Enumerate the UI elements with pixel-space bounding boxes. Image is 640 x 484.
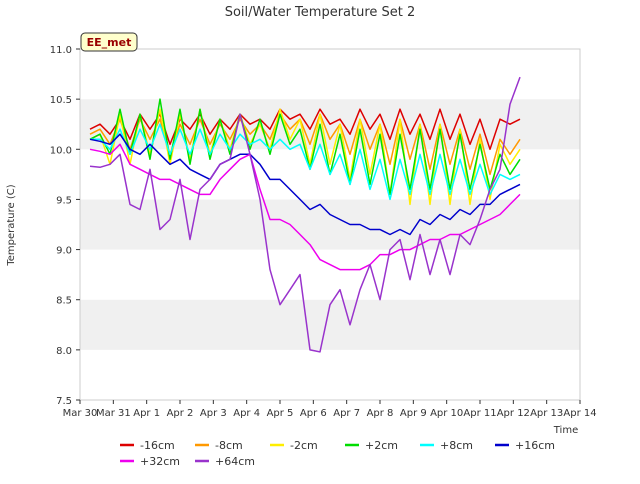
x-tick-label: Apr 2 [167,408,194,419]
grid-band [80,349,580,400]
y-tick-label: 9.5 [56,195,72,206]
chart-title: Soil/Water Temperature Set 2 [225,5,416,20]
plot-bands [80,49,580,400]
plot-frame [79,48,581,401]
x-tick-label: Apr 5 [267,408,294,419]
x-tick-label: Apr 13 [530,408,563,419]
grid-band [80,199,580,250]
series-line-minus-8cm [89,113,521,176]
station-badge-box [80,32,138,52]
legend-label: -16cm [140,439,175,452]
y-axis-ticks: 7.5 8.0 8.5 9.0 9.5 10.0 10.5 11.0 [50,45,80,407]
legend-label: -2cm [290,439,318,452]
grid-band [80,249,580,300]
series-line-plusminus-16cm [89,133,521,236]
x-tick-label: Apr 4 [233,408,260,419]
y-tick-label: 8.0 [56,346,72,357]
x-tick-label: Apr 14 [563,408,596,419]
legend-label: +8cm [440,439,473,452]
x-tick-label: Apr 12 [497,408,530,419]
legend: -16cm -8cm -2cm +2cm +8cm +16cm +32cm +64cm [120,439,555,468]
y-tick-label: 10.0 [50,145,72,156]
x-tick-label: Apr 8 [367,408,394,419]
station-badge: EE_met [80,32,138,52]
y-tick-label: 8.5 [56,296,72,307]
x-tick-label: Apr 7 [333,408,360,419]
legend-label: +2cm [365,439,398,452]
legend-label: +16cm [515,439,555,452]
x-tick-label: Apr 3 [200,408,227,419]
legend-label: +32cm [140,455,180,468]
y-tick-label: 11.0 [50,45,72,56]
x-tick-label: Apr 10 [430,408,463,419]
x-tick-label: Apr 9 [400,408,427,419]
series-line-plusminus-8cm [90,123,521,201]
grid-band [80,49,580,100]
y-tick-label: 10.5 [50,95,72,106]
series-layer [89,76,521,353]
x-axis-label: Time [553,425,578,436]
y-axis-label: Temperature (C) [6,184,17,266]
legend-label: +64cm [215,455,255,468]
series-line-plusminus-32cm [89,143,521,271]
legend-label: -8cm [215,439,243,452]
series-line-plusminus-2cm [89,98,521,196]
x-tick-label: Mar 31 [96,408,131,419]
series-line-plusminus-64cm [89,76,521,353]
y-tick-label: 9.0 [56,246,72,257]
y-tick-label: 7.5 [56,396,72,407]
x-tick-label: Apr 11 [463,408,496,419]
station-badge-text: EE_met [87,36,132,49]
x-tick-label: Apr 6 [300,408,327,419]
x-tick-label: Mar 30 [63,408,98,419]
x-tick-label: Apr 1 [133,408,160,419]
series-line-minus-2cm [89,108,521,206]
